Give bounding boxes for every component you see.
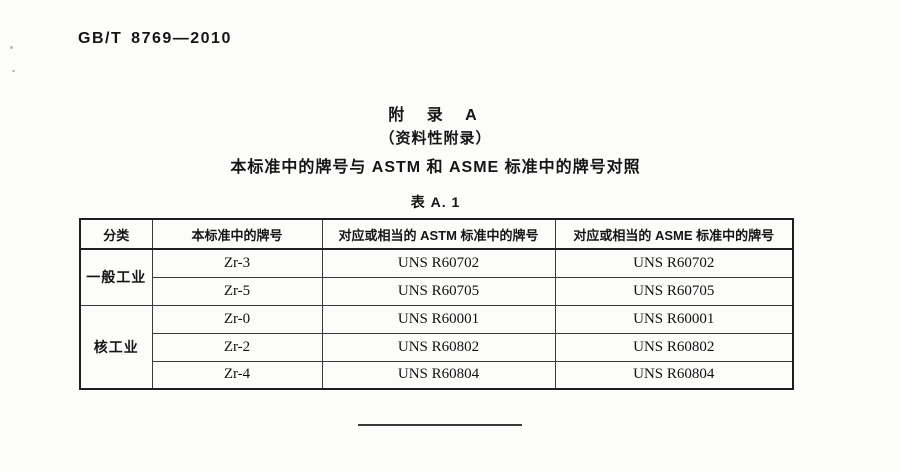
grade-cell: Zr-3 — [151, 248, 323, 278]
astm-grade-cell: UNS R60705 — [321, 276, 556, 306]
table-row: 一般工业 Zr-3 UNS R60702 UNS R60702 — [79, 248, 794, 306]
table-row: Zr-2 UNS R60802 UNS R60802 — [80, 332, 794, 362]
col-header-asme-grade: 对应或相当的 ASME 标准中的牌号 — [554, 218, 794, 250]
table-header-row: 分类 本标准中的牌号 对应或相当的 ASTM 标准中的牌号 对应或相当的 ASM… — [79, 218, 794, 250]
table-row: Zr-5 UNS R60705 UNS R60705 — [80, 276, 794, 306]
appendix-title: 附 录 A — [388, 107, 483, 124]
scan-speck — [10, 46, 13, 49]
grade-cell: Zr-4 — [151, 360, 323, 390]
asme-grade-cell: UNS R60001 — [554, 304, 794, 334]
col-header-astm-grade: 对应或相当的 ASTM 标准中的牌号 — [321, 218, 556, 250]
asme-grade-cell: UNS R60802 — [554, 332, 794, 362]
astm-grade-cell: UNS R60001 — [321, 304, 556, 334]
col-header-category: 分类 — [79, 218, 153, 250]
end-of-document-rule — [358, 424, 522, 426]
astm-grade-cell: UNS R60804 — [321, 360, 556, 390]
table-caption: 表 A. 1 — [410, 194, 461, 210]
grade-cell: Zr-0 — [151, 304, 323, 334]
col-header-this-standard-grade: 本标准中的牌号 — [151, 218, 323, 250]
grade-comparison-table: 分类 本标准中的牌号 对应或相当的 ASTM 标准中的牌号 对应或相当的 ASM… — [79, 218, 794, 390]
asme-grade-cell: UNS R60804 — [554, 360, 794, 390]
appendix-heading: 本标准中的牌号与 ASTM 和 ASME 标准中的牌号对照 — [230, 159, 641, 176]
category-cell-general-industry: 一般工业 — [79, 248, 153, 306]
grade-cell: Zr-5 — [151, 276, 323, 306]
category-cell-nuclear-industry: 核工业 — [79, 304, 153, 390]
grade-cell: Zr-2 — [151, 332, 323, 362]
appendix-subtitle: （资料性附录） — [379, 130, 492, 147]
astm-grade-cell: UNS R60802 — [321, 332, 556, 362]
asme-grade-cell: UNS R60702 — [554, 248, 794, 278]
asme-grade-cell: UNS R60705 — [554, 276, 794, 306]
standard-number: GB/T 8769—2010 — [78, 30, 232, 47]
scan-speck — [12, 70, 15, 72]
astm-grade-cell: UNS R60702 — [321, 248, 556, 278]
table-row: Zr-4 UNS R60804 UNS R60804 — [80, 360, 794, 390]
table-row: 核工业 Zr-0 UNS R60001 UNS R60001 — [79, 304, 794, 390]
